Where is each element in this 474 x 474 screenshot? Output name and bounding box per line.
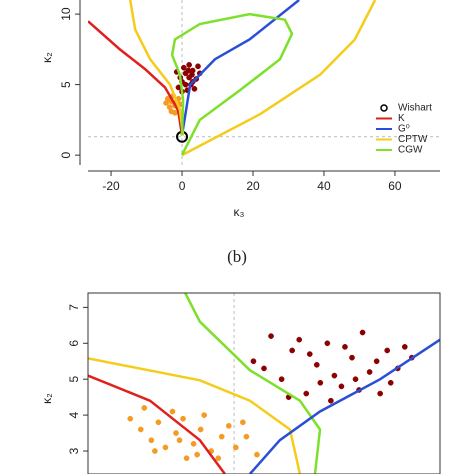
point [306,351,313,357]
point [152,448,158,454]
caption: (b) [227,247,247,266]
point [278,376,285,383]
x-tick-label: 60 [388,179,402,193]
curve [180,0,300,136]
curve [88,20,184,136]
y-tick-label: 0 [59,151,73,158]
point [148,437,155,444]
point [250,358,257,365]
point [324,340,331,347]
legend-label: CPTW [398,134,428,145]
point [186,62,192,68]
point [215,455,222,462]
point [240,419,246,426]
point [189,71,195,78]
point [342,344,348,350]
point [338,383,345,390]
point [163,100,169,106]
point [180,64,187,71]
point [377,390,384,397]
point [366,369,373,375]
point [313,361,320,368]
point [169,408,176,415]
curve [248,338,440,474]
point [296,336,303,343]
point [254,451,260,458]
point [225,423,232,429]
point [232,444,239,451]
point [176,437,183,444]
point [141,405,148,411]
y-tick-label: 6 [67,340,81,347]
point [127,415,134,422]
y-tick-label: 10 [59,7,73,21]
legend-marker [380,104,388,112]
curve [170,12,294,156]
y-tick-label: 4 [67,411,81,418]
point [194,451,200,458]
legend-label: CGW [398,145,423,156]
point [359,329,366,336]
y-tick-label: 5 [59,81,73,88]
point [243,433,250,440]
y-tick-label: 5 [67,376,81,383]
point [173,430,179,436]
point [328,397,334,404]
point [384,347,391,354]
point [195,63,201,70]
point [183,455,190,462]
plot-frame [87,292,441,474]
point [190,440,197,447]
point [162,444,169,451]
point [197,426,204,433]
x-tick-label: 20 [246,179,260,193]
point [387,379,394,386]
x-tick-label: -20 [102,179,120,193]
x-tick-label: 40 [317,179,331,193]
point [268,333,274,339]
point [349,354,355,361]
legend-label: K [398,113,405,124]
point [182,81,189,88]
y-tick-label: 3 [67,447,81,454]
point [155,419,162,426]
curve [128,0,377,157]
point [331,372,338,379]
curve [184,293,322,474]
point [218,433,225,440]
point [317,379,324,386]
point [185,67,192,74]
x-tick-label: 0 [179,179,186,193]
y-tick-label: 7 [67,304,81,311]
y-axis-label: κ₂ [40,393,54,404]
legend-label: Wishart [398,103,432,114]
point [261,365,267,372]
point [180,415,186,422]
point [352,376,359,383]
point [191,85,198,92]
point [289,347,296,354]
point [201,412,208,418]
point [401,344,408,350]
point [303,390,310,397]
legend-label: G⁰ [398,124,410,135]
curve [88,357,302,474]
point [137,426,144,433]
curve [88,374,226,474]
y-axis-label: κ₂ [40,52,54,63]
x-axis-label: κ₃ [234,205,245,219]
point [373,358,380,365]
point [168,108,175,115]
